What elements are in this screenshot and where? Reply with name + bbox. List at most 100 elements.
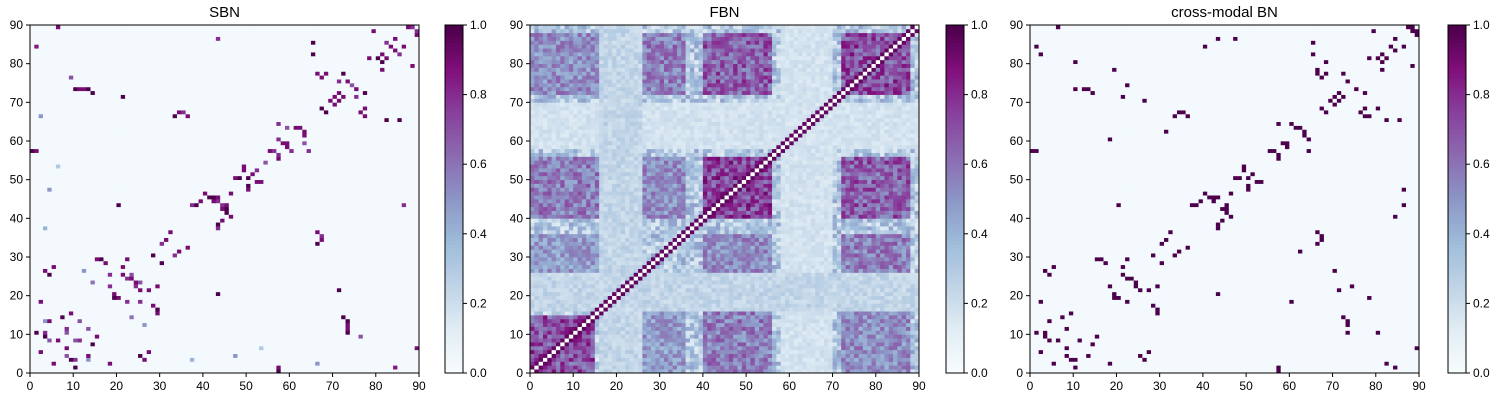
heatmap-cell bbox=[358, 272, 364, 277]
heatmap-cell bbox=[380, 202, 385, 208]
heatmap-cell bbox=[263, 179, 269, 184]
heatmap-cell bbox=[220, 330, 225, 335]
heatmap-cell bbox=[388, 326, 394, 331]
heatmap-cell bbox=[358, 210, 364, 215]
heatmap-cell bbox=[336, 214, 342, 219]
heatmap-cell bbox=[142, 326, 148, 331]
heatmap-cell bbox=[151, 171, 156, 177]
heatmap-cell bbox=[371, 218, 377, 223]
heatmap-cell bbox=[151, 202, 156, 208]
heatmap-cell bbox=[401, 202, 407, 208]
heatmap-cell bbox=[146, 322, 152, 327]
heatmap-cell bbox=[211, 369, 217, 374]
heatmap-cell bbox=[163, 260, 169, 266]
heatmap-cell bbox=[228, 361, 234, 366]
heatmap-cell bbox=[414, 229, 420, 235]
heatmap-cell bbox=[237, 280, 243, 285]
heatmap-cell bbox=[401, 210, 407, 215]
heatmap-cell bbox=[388, 299, 394, 304]
heatmap-cell bbox=[112, 322, 117, 327]
heatmap-cell bbox=[220, 214, 225, 219]
heatmap-cell bbox=[315, 326, 320, 331]
heatmap-cell bbox=[185, 272, 191, 277]
heatmap-cell bbox=[189, 195, 195, 200]
heatmap-cell bbox=[345, 179, 351, 184]
heatmap-cell bbox=[367, 361, 372, 366]
heatmap-cell bbox=[224, 187, 230, 192]
heatmap-cell bbox=[181, 299, 186, 304]
heatmap-cell bbox=[151, 226, 156, 231]
heatmap-cell bbox=[349, 276, 355, 281]
heatmap-cell bbox=[159, 326, 165, 331]
heatmap-cell bbox=[215, 257, 221, 262]
heatmap-cell bbox=[38, 229, 44, 235]
heatmap-cell bbox=[73, 280, 78, 285]
heatmap-cell bbox=[380, 361, 385, 366]
heatmap-cell bbox=[414, 164, 420, 169]
heatmap-cell bbox=[215, 156, 221, 161]
heatmap-cell bbox=[146, 264, 152, 269]
heatmap-cell bbox=[194, 199, 199, 204]
heatmap-cell bbox=[401, 168, 407, 173]
heatmap-cell bbox=[336, 276, 342, 281]
heatmap-cell bbox=[259, 214, 264, 219]
heatmap-cell bbox=[47, 272, 52, 277]
heatmap-cell bbox=[155, 253, 161, 258]
heatmap-cell bbox=[55, 369, 61, 374]
heatmap-cell bbox=[176, 338, 182, 343]
heatmap-cell bbox=[155, 195, 161, 200]
heatmap-cell bbox=[328, 272, 333, 277]
heatmap-cell bbox=[202, 345, 208, 351]
heatmap-cell bbox=[155, 175, 161, 181]
heatmap-cell bbox=[397, 334, 403, 339]
heatmap-cell bbox=[375, 241, 381, 246]
heatmap-cell bbox=[315, 357, 320, 362]
heatmap-cell bbox=[73, 326, 78, 331]
heatmap-cell bbox=[410, 369, 416, 374]
heatmap-cell bbox=[68, 272, 74, 277]
heatmap-cell bbox=[120, 226, 126, 231]
heatmap-cell bbox=[354, 233, 359, 239]
heatmap-cell bbox=[323, 353, 329, 358]
heatmap-cell bbox=[263, 260, 269, 266]
heatmap-cell bbox=[306, 253, 312, 258]
heatmap-cell bbox=[86, 264, 91, 269]
heatmap-cell bbox=[293, 330, 299, 335]
heatmap-cell bbox=[34, 365, 39, 370]
heatmap-cell bbox=[384, 326, 390, 331]
heatmap-cell bbox=[60, 338, 65, 343]
heatmap-cell bbox=[81, 349, 87, 355]
heatmap-cell bbox=[393, 222, 398, 227]
heatmap-cell bbox=[380, 334, 385, 339]
heatmap-cell bbox=[267, 241, 273, 246]
heatmap-cell bbox=[319, 199, 325, 204]
heatmap-cell bbox=[163, 187, 169, 192]
heatmap-cell bbox=[267, 249, 273, 254]
heatmap-cell bbox=[34, 318, 39, 324]
heatmap-cell bbox=[237, 361, 243, 366]
heatmap-cell bbox=[306, 276, 312, 281]
heatmap-cell bbox=[155, 160, 161, 165]
heatmap-cell bbox=[315, 303, 320, 308]
heatmap-cell bbox=[414, 307, 420, 312]
heatmap-cell bbox=[328, 303, 333, 308]
heatmap-cell bbox=[310, 253, 316, 258]
heatmap-cell bbox=[107, 345, 113, 351]
heatmap-cell bbox=[138, 226, 143, 231]
heatmap-cell bbox=[112, 342, 117, 347]
heatmap-cell bbox=[297, 276, 303, 281]
heatmap-cell bbox=[388, 191, 394, 196]
heatmap-cell bbox=[267, 295, 273, 300]
heatmap-cell bbox=[397, 202, 403, 208]
heatmap-cell bbox=[272, 365, 277, 370]
heatmap-cell bbox=[116, 195, 122, 200]
heatmap-cell bbox=[341, 276, 346, 281]
heatmap-cell bbox=[380, 338, 385, 343]
heatmap-cell bbox=[125, 210, 130, 215]
heatmap-cell bbox=[302, 253, 307, 258]
heatmap-cell bbox=[163, 253, 169, 258]
heatmap-cell bbox=[207, 291, 212, 297]
heatmap-cell bbox=[297, 218, 303, 223]
heatmap-cell bbox=[250, 229, 256, 235]
heatmap-cell bbox=[125, 322, 130, 327]
